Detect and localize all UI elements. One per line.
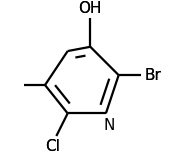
Text: Cl: Cl xyxy=(45,139,60,154)
Text: Br: Br xyxy=(145,68,162,83)
Text: OH: OH xyxy=(79,1,102,16)
Text: Br: Br xyxy=(145,68,162,83)
Text: Cl: Cl xyxy=(45,139,60,154)
Text: OH: OH xyxy=(79,1,102,16)
Text: N: N xyxy=(104,118,115,133)
